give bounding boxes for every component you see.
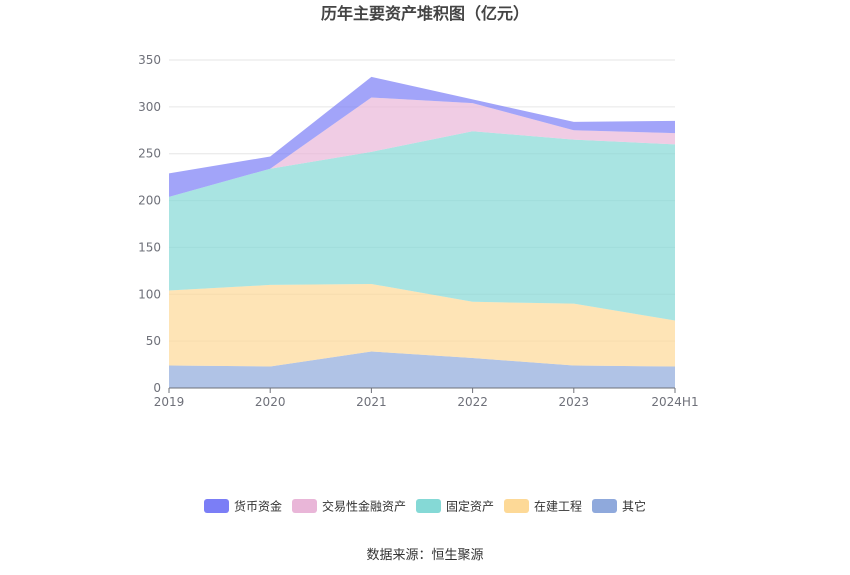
y-tick-label: 300 <box>138 100 161 114</box>
y-tick-label: 50 <box>146 334 161 348</box>
y-tick-label: 0 <box>153 381 161 395</box>
y-tick-label: 350 <box>138 53 161 67</box>
legend-swatch <box>292 499 317 513</box>
legend-swatch <box>416 499 441 513</box>
legend-swatch <box>204 499 229 513</box>
data-source: 数据来源：恒生聚源 <box>366 548 483 563</box>
x-tick-label: 2024H1 <box>651 395 698 409</box>
legend-item: 在建工程 <box>504 499 582 514</box>
y-tick-label: 200 <box>138 194 161 208</box>
legend-item: 货币资金 <box>204 499 282 514</box>
area-在建工程 <box>169 283 675 367</box>
legend-label: 其它 <box>622 499 646 514</box>
x-tick-label: 2021 <box>356 395 387 409</box>
legend-label: 在建工程 <box>534 499 582 514</box>
x-tick-label: 2023 <box>559 395 590 409</box>
y-tick-label: 250 <box>138 147 161 161</box>
legend-label: 固定资产 <box>446 499 494 514</box>
legend-item: 其它 <box>592 499 646 514</box>
legend-label: 货币资金 <box>234 499 282 514</box>
legend-item: 固定资产 <box>416 499 494 514</box>
legend-label: 交易性金融资产 <box>322 499 406 514</box>
area-交易性金融资产 <box>169 97 675 197</box>
area-其它 <box>169 351 675 388</box>
legend: 货币资金 交易性金融资产 固定资产 在建工程 其它 <box>204 499 646 514</box>
axes: 0 50 100 150 200 250 300 350 2019 2020 2021 2022 202… <box>138 53 699 409</box>
legend-swatch <box>592 499 617 513</box>
legend-swatch <box>504 499 529 513</box>
x-tick-label: 2022 <box>457 395 488 409</box>
area-series <box>169 76 675 388</box>
y-tick-label: 100 <box>138 287 161 301</box>
area-固定资产 <box>169 131 675 321</box>
y-tick-label: 150 <box>138 240 161 254</box>
chart-title: 历年主要资产堆积图（亿元） <box>321 4 529 23</box>
legend-item: 交易性金融资产 <box>292 499 406 514</box>
x-tick-label: 2019 <box>154 395 185 409</box>
x-tick-label: 2020 <box>255 395 286 409</box>
